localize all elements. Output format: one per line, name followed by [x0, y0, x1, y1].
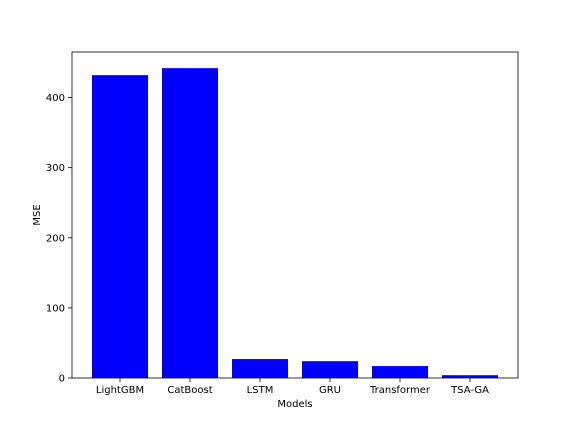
x-axis-label: Models	[277, 399, 312, 410]
bar-transformer	[372, 366, 428, 378]
y-axis-label: MSE	[32, 204, 43, 225]
bar-catboost	[162, 68, 218, 379]
bar-lightgbm	[92, 75, 148, 378]
x-tick-label: GRU	[319, 385, 341, 396]
y-tick-label: 400	[46, 93, 65, 104]
y-tick-label: 100	[46, 303, 65, 314]
y-tick-label: 300	[46, 163, 65, 174]
bar-lstm	[232, 359, 288, 378]
x-tick-label: LightGBM	[96, 385, 144, 396]
x-axis-ticks: LightGBM CatBoost LSTM GRU Transformer TSA-GA	[96, 378, 489, 396]
bars-layer	[92, 68, 498, 379]
y-tick-label: 200	[46, 233, 65, 244]
x-tick-label: CatBoost	[167, 385, 212, 396]
plot-frame	[71, 51, 519, 379]
y-axis-ticks: 0 100 200 300 400	[46, 93, 72, 385]
bar-gru	[302, 361, 358, 378]
x-tick-label: TSA-GA	[450, 385, 489, 396]
bar-tsa-ga	[442, 375, 498, 378]
x-tick-label: LSTM	[247, 385, 274, 396]
y-tick-label: 0	[59, 374, 65, 385]
x-tick-label: Transformer	[369, 385, 431, 396]
